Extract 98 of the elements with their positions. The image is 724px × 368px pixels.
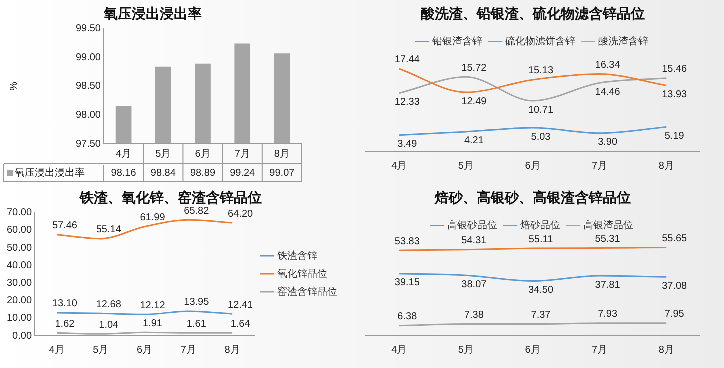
data-label: 1.62	[55, 318, 76, 330]
data-label: 57.46	[52, 220, 78, 232]
x-tick-label: 8月	[658, 344, 674, 356]
y-tick-label: 50.00	[6, 242, 32, 254]
chart-title: 酸洗渣、铅银渣、硫化物滤含锌品位	[421, 5, 645, 22]
legend-label: 硫化物滤饼含锌	[506, 36, 576, 48]
x-tick-label: 4月	[392, 160, 408, 172]
y-tick-label: 98.00	[76, 110, 102, 121]
data-label: 98.16	[111, 168, 137, 179]
data-label: 13.10	[52, 298, 78, 310]
data-label: 15.13	[528, 66, 554, 77]
data-label: 37.08	[662, 280, 688, 292]
chart-title: 铁渣、氧化锌、窑渣含锌品位	[79, 189, 262, 206]
y-tick-label: 60.00	[6, 225, 32, 236]
data-label: 12.68	[96, 299, 122, 310]
data-label: 7.95	[664, 309, 685, 320]
legend-label: 窑渣含锌品位	[278, 286, 338, 298]
data-label: 1.04	[99, 320, 120, 331]
data-label: 55.14	[96, 224, 122, 236]
data-label: 5.03	[531, 132, 552, 143]
data-label: 12.41	[228, 300, 254, 311]
data-label: 37.81	[595, 280, 621, 291]
data-label: 14.46	[595, 86, 621, 98]
data-label: 5.19	[664, 131, 685, 142]
legend-label: 氧压浸出浸出率	[15, 166, 85, 179]
data-label: 3.49	[398, 139, 418, 150]
x-tick-label: 7月	[234, 148, 250, 160]
x-tick-label: 5月	[156, 148, 172, 160]
y-tick-label: 0.00	[12, 330, 32, 342]
data-label: 34.50	[528, 285, 554, 296]
data-label: 13.93	[662, 89, 688, 100]
data-label: 10.71	[528, 104, 554, 116]
data-label: 99.24	[230, 168, 256, 179]
data-label: 65.82	[184, 206, 210, 217]
x-tick-label: 6月	[195, 148, 211, 160]
x-tick-label: 8月	[224, 344, 240, 356]
y-tick-label: 20.00	[6, 296, 32, 307]
data-label: 1.64	[230, 318, 251, 330]
data-label: 64.20	[228, 208, 254, 220]
data-label: 13.95	[184, 297, 210, 308]
data-label: 16.34	[595, 60, 621, 71]
data-label: 99.07	[270, 168, 296, 179]
data-label: 15.46	[662, 64, 688, 76]
x-tick-label: 6月	[525, 344, 541, 356]
y-axis-title: %	[8, 82, 20, 91]
data-label: 1.61	[186, 318, 207, 330]
y-tick-label: 30.00	[6, 278, 32, 289]
data-label: 7.37	[531, 310, 552, 322]
data-label: 98.89	[190, 168, 216, 179]
x-tick-label: 7月	[592, 344, 608, 356]
x-tick-label: 7月	[180, 344, 196, 356]
legend-label: 焙砂品位	[520, 220, 560, 232]
data-label: 38.07	[462, 279, 488, 290]
y-tick-label: 97.50	[76, 138, 102, 150]
x-tick-label: 6月	[525, 160, 541, 172]
y-tick-label: 40.00	[6, 260, 32, 272]
data-label: 7.38	[464, 310, 484, 322]
data-label: 7.93	[598, 309, 618, 320]
legend-label: 高银砂品位	[448, 220, 498, 232]
legend-label: 高银渣品位	[584, 220, 634, 232]
data-label: 55.65	[662, 233, 688, 244]
y-tick-label: 70.00	[6, 208, 32, 219]
data-label: 15.72	[462, 62, 488, 74]
data-label: 6.38	[398, 312, 418, 323]
y-tick-label: 10.00	[6, 313, 32, 324]
x-tick-label: 8月	[274, 148, 290, 160]
x-tick-label: 5月	[458, 344, 474, 356]
data-label: 12.49	[462, 96, 488, 108]
data-label: 39.15	[394, 278, 420, 289]
y-tick-label: 98.50	[76, 81, 102, 92]
data-label: 1.91	[143, 318, 163, 330]
chart-title: 焙砂、高银砂、高银渣含锌品位	[434, 189, 631, 206]
x-tick-label: 5月	[458, 160, 474, 172]
data-label: 98.84	[150, 168, 176, 179]
legend-label: 酸洗渣含锌	[598, 36, 648, 48]
x-tick-label: 5月	[93, 344, 109, 356]
x-tick-label: 4月	[392, 344, 408, 356]
x-tick-label: 7月	[592, 160, 608, 172]
data-label: 3.90	[598, 137, 618, 148]
data-label: 4.21	[464, 136, 484, 147]
data-label: 55.31	[595, 234, 621, 245]
legend-label: 氧化锌品位	[278, 268, 328, 280]
x-tick-label: 8月	[658, 160, 674, 172]
legend-label: 铁渣含锌	[276, 250, 318, 262]
data-label: 53.83	[394, 236, 420, 248]
y-tick-label: 99.00	[76, 52, 102, 64]
data-label: 54.31	[462, 236, 488, 247]
x-tick-label: 4月	[116, 148, 132, 160]
data-label: 61.99	[140, 212, 166, 224]
x-tick-label: 4月	[49, 344, 65, 356]
data-label: 12.33	[394, 97, 420, 108]
legend-label: 铅银渣含锌	[432, 36, 482, 48]
y-tick-label: 99.50	[76, 24, 102, 35]
data-label: 12.12	[140, 300, 166, 312]
data-label: 17.44	[394, 54, 420, 66]
data-label: 55.11	[528, 234, 554, 246]
x-tick-label: 6月	[136, 344, 153, 356]
chart-title: 氧压浸出浸出率	[103, 5, 202, 22]
